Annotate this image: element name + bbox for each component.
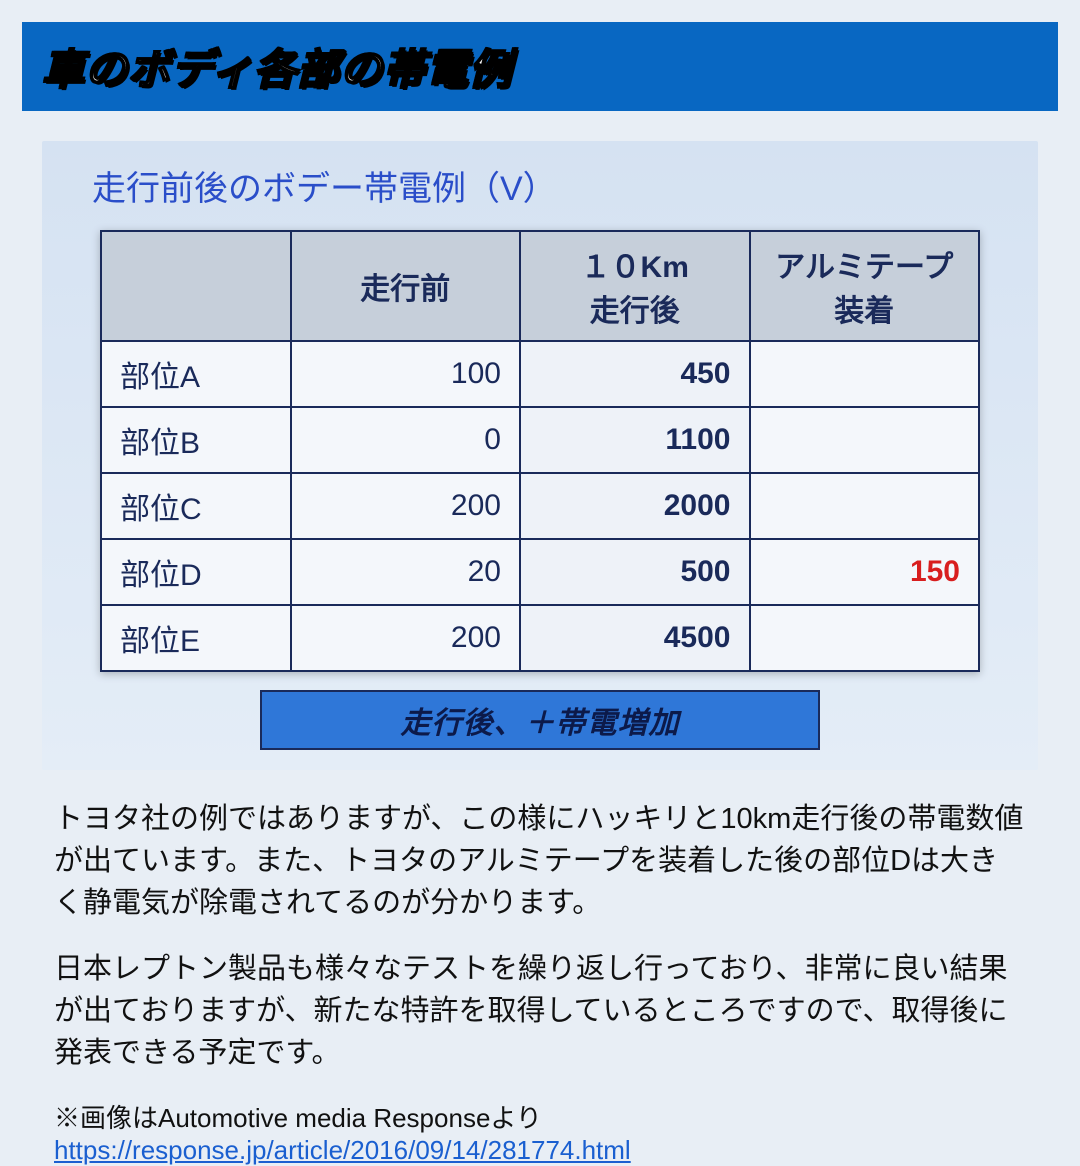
slide-subtitle: 走行前後のボデー帯電例（V） bbox=[62, 151, 1018, 230]
header-bar: 車のボディ各部の帯電例 bbox=[22, 22, 1058, 111]
credit-link[interactable]: https://response.jp/article/2016/09/14/2… bbox=[54, 1135, 631, 1165]
row-label: 部位A bbox=[101, 341, 291, 407]
table-row: 部位D 20 500 150 bbox=[101, 539, 979, 605]
paragraph: 日本レプトン製品も様々なテストを繰り返し行っており、非常に良い結果が出ております… bbox=[54, 948, 1026, 1074]
cell-after: 500 bbox=[520, 539, 750, 605]
cell-before: 20 bbox=[291, 539, 520, 605]
caption-bar: 走行後、＋帯電増加 bbox=[260, 690, 820, 750]
cell-after: 1100 bbox=[520, 407, 750, 473]
cell-tape-highlight: 150 bbox=[750, 539, 980, 605]
row-label: 部位E bbox=[101, 605, 291, 671]
row-label: 部位D bbox=[101, 539, 291, 605]
credit-prefix: ※画像はAutomotive media Responseより bbox=[54, 1098, 1026, 1135]
col-blank bbox=[101, 231, 291, 341]
table-row: 部位A 100 450 bbox=[101, 341, 979, 407]
page-title: 車のボディ各部の帯電例 bbox=[42, 36, 1038, 97]
slide-photo-area: 走行前後のボデー帯電例（V） 走行前 １０Km 走行後 アルミテープ 装着 部位… bbox=[42, 141, 1038, 770]
table-header-row: 走行前 １０Km 走行後 アルミテープ 装着 bbox=[101, 231, 979, 341]
col-before: 走行前 bbox=[291, 231, 520, 341]
cell-before: 100 bbox=[291, 341, 520, 407]
cell-before: 200 bbox=[291, 605, 520, 671]
cell-after: 450 bbox=[520, 341, 750, 407]
table-row: 部位E 200 4500 bbox=[101, 605, 979, 671]
cell-tape bbox=[750, 341, 980, 407]
cell-after: 2000 bbox=[520, 473, 750, 539]
image-credit: ※画像はAutomotive media Responseより https://… bbox=[22, 1098, 1058, 1166]
table-row: 部位C 200 2000 bbox=[101, 473, 979, 539]
caption-text: 走行後、＋帯電増加 bbox=[401, 707, 680, 740]
col-tape: アルミテープ 装着 bbox=[750, 231, 980, 341]
row-label: 部位C bbox=[101, 473, 291, 539]
cell-before: 0 bbox=[291, 407, 520, 473]
cell-before: 200 bbox=[291, 473, 520, 539]
charge-table: 走行前 １０Km 走行後 アルミテープ 装着 部位A 100 450 部位B 0… bbox=[100, 230, 980, 672]
col-after: １０Km 走行後 bbox=[520, 231, 750, 341]
paragraph: トヨタ社の例ではありますが、この様にハッキリと10km走行後の帯電数値が出ていま… bbox=[54, 798, 1026, 924]
row-label: 部位B bbox=[101, 407, 291, 473]
table-row: 部位B 0 1100 bbox=[101, 407, 979, 473]
cell-tape bbox=[750, 473, 980, 539]
body-text: トヨタ社の例ではありますが、この様にハッキリと10km走行後の帯電数値が出ていま… bbox=[22, 780, 1058, 1074]
cell-tape bbox=[750, 605, 980, 671]
cell-after: 4500 bbox=[520, 605, 750, 671]
cell-tape bbox=[750, 407, 980, 473]
